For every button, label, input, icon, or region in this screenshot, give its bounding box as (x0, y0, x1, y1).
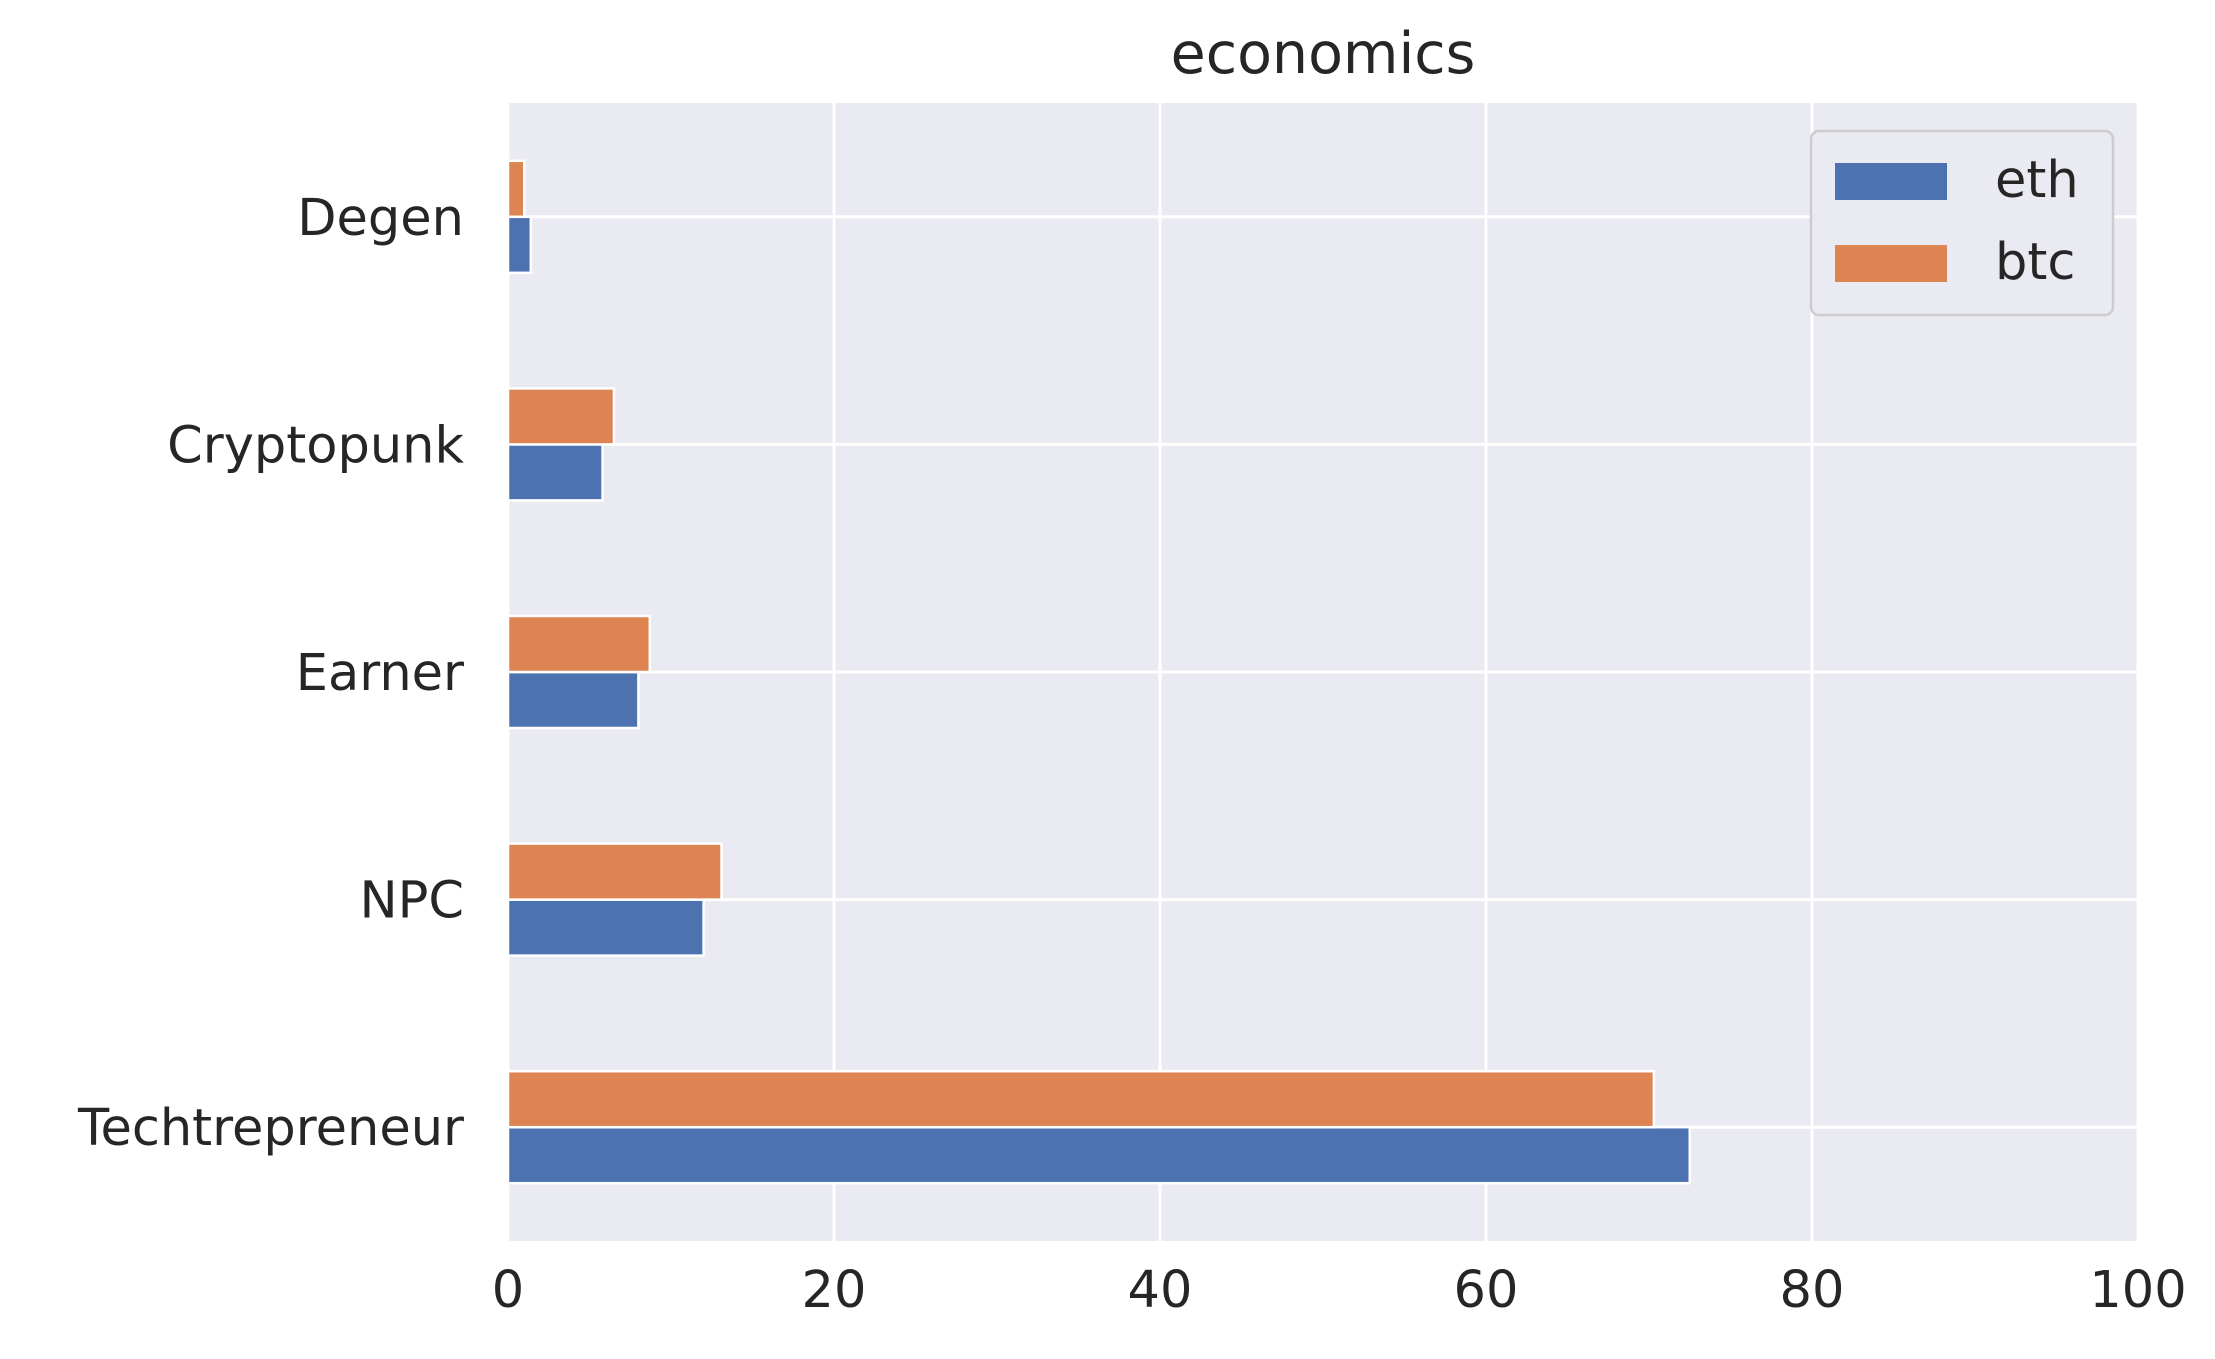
bar-eth-degen (506, 215, 533, 275)
x-tick-label: 40 (1128, 1261, 1193, 1320)
x-tick-label: 0 (492, 1261, 524, 1320)
x-tick-label: 60 (1454, 1261, 1519, 1320)
legend-swatch-eth (1835, 163, 1947, 200)
bar-btc-cryptopunk (506, 387, 616, 446)
y-tick-label: Techtrepreneur (77, 1099, 464, 1158)
y-tick-label: Degen (297, 189, 464, 248)
x-tick-label: 20 (802, 1261, 867, 1320)
legend-swatch-btc (1835, 245, 1947, 282)
legend-label-eth: eth (1995, 151, 2079, 210)
bar-btc-techtrepreneur (506, 1069, 1656, 1129)
x-tick-label: 100 (2089, 1261, 2186, 1320)
bar-btc-degen (506, 159, 526, 219)
x-tick-label: 80 (1780, 1261, 1845, 1320)
bar-eth-npc (506, 898, 705, 957)
y-tick-label: Earner (296, 644, 464, 703)
bar-btc-npc (506, 842, 723, 901)
y-tick-label: NPC (359, 872, 464, 931)
bar-btc-earner (506, 614, 652, 674)
bars-layer (506, 159, 1691, 1185)
legend-label-btc: btc (1995, 233, 2075, 292)
chart-title: economics (1171, 21, 1476, 87)
legend: eth btc (1809, 129, 2115, 317)
y-tick-labels: Degen Cryptopunk Earner NPC Techtrepreneur (77, 189, 465, 1158)
bar-eth-techtrepreneur (506, 1125, 1691, 1185)
y-tick-label: Cryptopunk (167, 416, 464, 475)
bar-eth-earner (506, 670, 640, 730)
x-tick-labels: 0 20 40 60 80 100 (492, 1261, 2187, 1320)
bar-eth-cryptopunk (506, 443, 604, 502)
